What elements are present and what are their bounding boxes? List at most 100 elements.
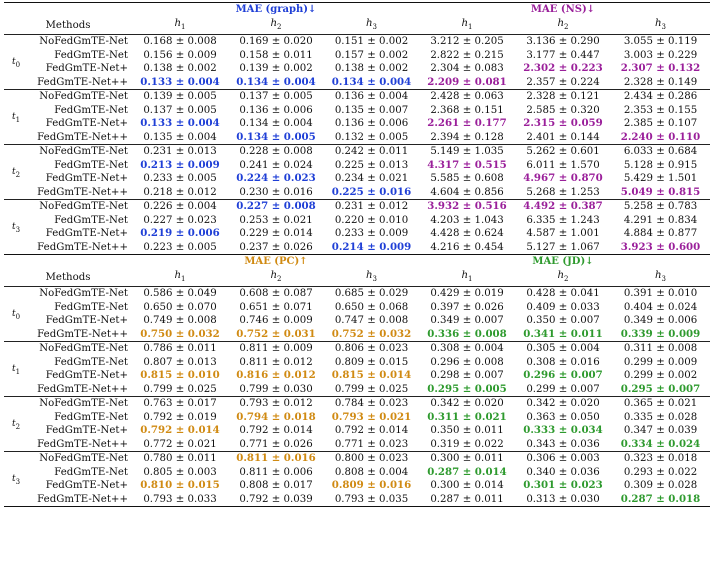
value-cell: 2.307 ± 0.132 <box>620 62 701 75</box>
method-cell: FedGmTE-Net+ <box>4 172 132 186</box>
value-cell: 4.587 ± 1.001 <box>526 228 600 240</box>
value-cell: 0.151 ± 0.002 <box>334 36 409 48</box>
col-h2: h2 <box>515 17 611 36</box>
value-cell: 6.011 ± 1.570 <box>526 159 600 171</box>
value-cell: 0.752 ± 0.032 <box>331 327 412 340</box>
value-cell: 0.792 ± 0.014 <box>334 425 409 437</box>
method-name: FedGmTE-Net <box>54 49 128 61</box>
value-cell: 0.298 ± 0.007 <box>430 370 504 382</box>
method-cell: FedGmTE-Net+ <box>4 314 132 328</box>
method-name: FedGmTE-Net <box>54 104 128 116</box>
metric-pc-label: MAE (PC)↑ <box>228 254 324 270</box>
value-cell: 0.299 ± 0.007 <box>526 383 600 395</box>
value-cell: 4.492 ± 0.387 <box>515 199 611 214</box>
table-row: FedGmTE-Net++ 0.799 ± 0.025 0.799 ± 0.030 0… <box>4 383 710 397</box>
value-cell: 0.227 ± 0.023 <box>143 214 217 226</box>
value-cell: 0.158 ± 0.011 <box>239 49 313 61</box>
method-cell: t1 FedGmTE-Net <box>4 356 132 376</box>
timepoint-label: t1 <box>12 111 21 124</box>
value-cell: 0.213 ± 0.009 <box>140 158 220 171</box>
value-cell: 2.240 ± 0.110 <box>620 130 701 143</box>
value-cell: 3.177 ± 0.447 <box>526 49 600 61</box>
method-cell: NoFedGmTE-Net <box>4 341 132 356</box>
timepoint-label: t1 <box>12 363 21 376</box>
value-cell: 0.231 ± 0.013 <box>132 144 228 159</box>
value-cell: 0.228 ± 0.008 <box>228 144 324 159</box>
table-row: FedGmTE-Net+ 0.133 ± 0.004 0.134 ± 0.004 0.… <box>4 117 710 131</box>
method-name: FedGmTE-Net+ <box>45 315 128 327</box>
value-cell: 0.349 ± 0.006 <box>623 315 698 327</box>
value-cell: 0.341 ± 0.011 <box>523 327 603 340</box>
value-cell: 2.328 ± 0.149 <box>623 76 698 88</box>
value-cell: 2.304 ± 0.083 <box>430 63 504 75</box>
table-row: FedGmTE-Net+ 0.749 ± 0.008 0.746 ± 0.009 0.… <box>4 314 710 328</box>
table-row: FedGmTE-Net+ 0.138 ± 0.002 0.139 ± 0.002 0.… <box>4 62 710 76</box>
method-name: NoFedGmTE-Net <box>39 398 128 410</box>
table-row: FedGmTE-Net+ 0.810 ± 0.015 0.808 ± 0.017 0.… <box>4 479 710 493</box>
method-cell: FedGmTE-Net++ <box>4 328 132 342</box>
value-cell: 0.409 ± 0.033 <box>526 301 600 313</box>
value-cell: 0.229 ± 0.014 <box>239 228 313 240</box>
method-cell: NoFedGmTE-Net <box>4 396 132 411</box>
value-cell: 0.135 ± 0.007 <box>334 104 409 116</box>
method-cell: FedGmTE-Net+ <box>4 479 132 493</box>
value-cell: 2.357 ± 0.224 <box>526 76 600 88</box>
value-cell: 5.127 ± 1.067 <box>515 240 611 256</box>
method-name: FedGmTE-Net++ <box>37 131 128 143</box>
value-cell: 0.799 ± 0.030 <box>239 383 313 395</box>
value-cell: 0.223 ± 0.005 <box>132 240 228 256</box>
value-cell: 2.328 ± 0.121 <box>515 89 611 104</box>
method-name: FedGmTE-Net+ <box>45 63 128 75</box>
method-cell: t3 FedGmTE-Net <box>4 214 132 234</box>
value-cell: 0.809 ± 0.015 <box>334 356 409 368</box>
method-name: FedGmTE-Net++ <box>37 76 128 88</box>
table-row: t2 FedGmTE-Net 0.213 ± 0.009 0.241 ± 0.024 0… <box>4 158 710 179</box>
value-cell: 0.134 ± 0.004 <box>236 75 316 88</box>
value-cell: 0.347 ± 0.039 <box>623 425 698 437</box>
value-cell: 0.226 ± 0.004 <box>132 199 228 214</box>
method-cell: FedGmTE-Net+ <box>4 424 132 438</box>
section2-column-header: Methods h1 h2 h3 h1 h2 h3 <box>4 269 710 288</box>
section2-metric-header: MAE (PC)↑ MAE (JD)↓ <box>4 254 710 270</box>
value-cell: 0.800 ± 0.023 <box>324 451 419 466</box>
value-cell: 0.685 ± 0.029 <box>334 288 409 300</box>
value-cell: 4.291 ± 0.834 <box>623 214 698 226</box>
value-cell: 0.168 ± 0.008 <box>143 36 217 48</box>
table-row: FedGmTE-Net++ 0.135 ± 0.004 0.134 ± 0.005 0… <box>4 131 710 145</box>
metric-graph-label: MAE (graph)↓ <box>228 2 324 17</box>
value-cell: 5.049 ± 0.815 <box>620 185 701 198</box>
table-row: FedGmTE-Net++ 0.772 ± 0.021 0.771 ± 0.026 0… <box>4 438 710 452</box>
value-cell: 0.771 ± 0.023 <box>334 438 409 450</box>
value-cell: 2.302 ± 0.223 <box>523 62 603 75</box>
value-cell: 5.262 ± 0.601 <box>515 144 611 159</box>
value-cell: 2.428 ± 0.063 <box>419 89 515 104</box>
method-name: NoFedGmTE-Net <box>39 36 128 48</box>
col-h2: h2 <box>228 269 324 288</box>
method-cell: FedGmTE-Net+ <box>4 227 132 241</box>
method-name: FedGmTE-Net++ <box>37 186 128 198</box>
method-cell: FedGmTE-Net++ <box>4 438 132 452</box>
value-cell: 0.651 ± 0.071 <box>239 301 313 313</box>
value-cell: 0.137 ± 0.005 <box>143 104 217 116</box>
method-name: FedGmTE-Net+ <box>45 228 128 240</box>
value-cell: 0.231 ± 0.012 <box>324 199 419 214</box>
method-cell: FedGmTE-Net++ <box>4 186 132 200</box>
method-cell: NoFedGmTE-Net <box>4 451 132 466</box>
value-cell: 0.233 ± 0.009 <box>334 228 409 240</box>
value-cell: 3.003 ± 0.229 <box>623 49 698 61</box>
value-cell: 0.305 ± 0.004 <box>515 341 611 356</box>
value-cell: 0.763 ± 0.017 <box>132 396 228 411</box>
method-name: FedGmTE-Net+ <box>45 370 128 382</box>
table-row: t3 FedGmTE-Net 0.227 ± 0.023 0.253 ± 0.021 0… <box>4 214 710 234</box>
value-cell: 0.214 ± 0.009 <box>324 240 419 256</box>
method-cell: t0 FedGmTE-Net <box>4 301 132 321</box>
value-cell: 0.350 ± 0.007 <box>526 315 600 327</box>
method-name: FedGmTE-Net++ <box>37 241 128 253</box>
method-name: FedGmTE-Net+ <box>45 425 128 437</box>
value-cell: 0.794 ± 0.018 <box>236 410 316 423</box>
value-cell: 0.752 ± 0.031 <box>236 327 316 340</box>
table-row: NoFedGmTE-Net 0.168 ± 0.008 0.169 ± 0.020 0… <box>4 35 710 49</box>
method-cell: FedGmTE-Net+ <box>4 117 132 131</box>
timepoint-label: t3 <box>12 473 21 486</box>
methods-header: Methods <box>4 269 132 288</box>
